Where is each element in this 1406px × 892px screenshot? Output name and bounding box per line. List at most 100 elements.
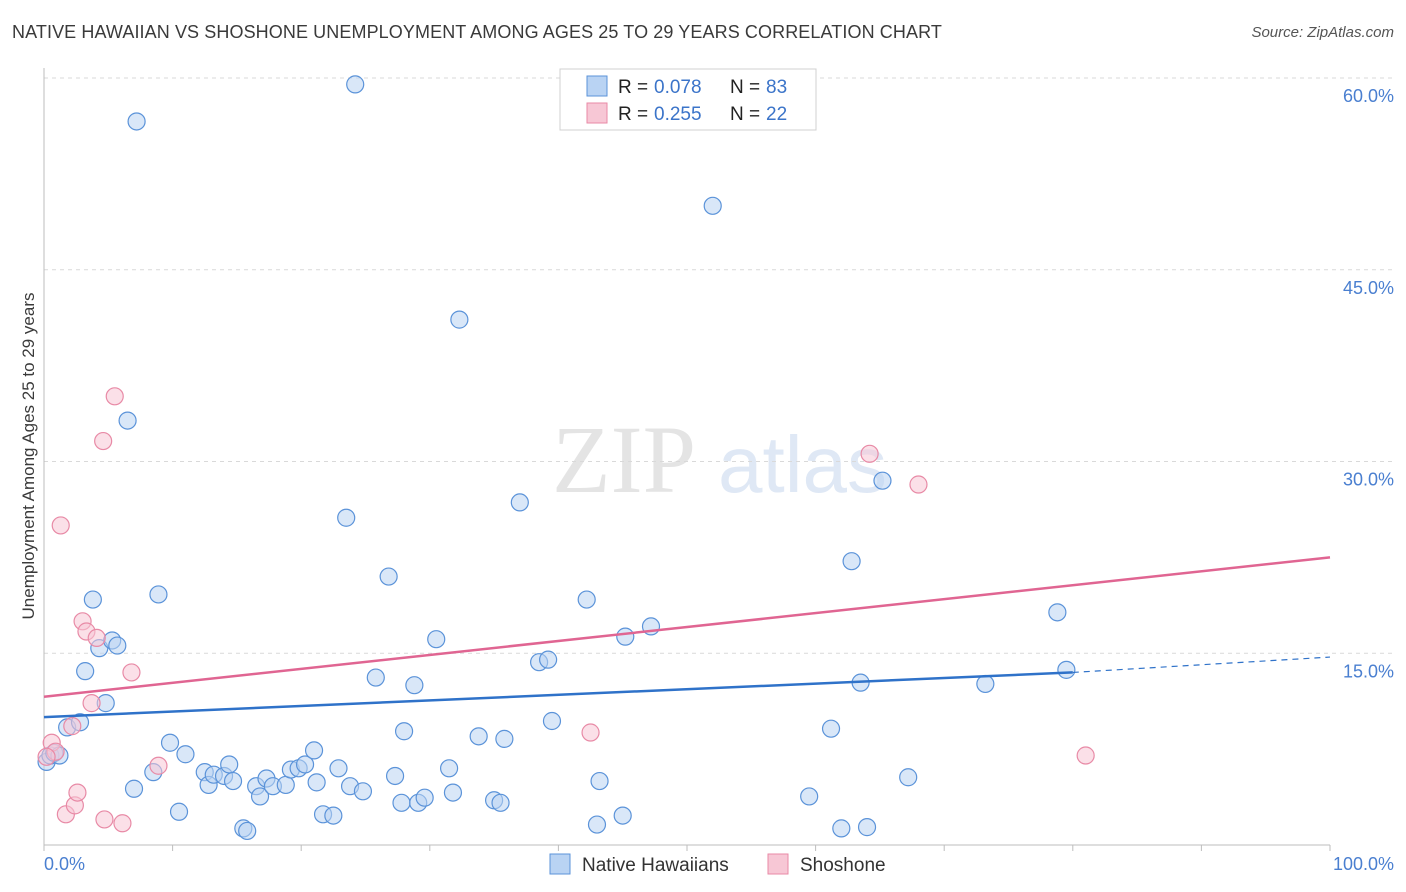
native-hawaiians-point-61 [510,493,529,512]
native-hawaiians-point-19 [176,745,195,764]
legend-n-label-shoshone: N = [730,104,760,125]
x-tick-label-1: 100.0% [1333,854,1394,874]
native-hawaiians-point-11 [108,636,127,655]
native-hawaiians-point-63 [539,650,558,669]
native-hawaiians-point-66 [587,815,607,834]
legend-n-label-native: N = [730,77,760,98]
watermark-zip: ZIP [552,406,696,513]
native-hawaiians-point-6 [76,662,95,681]
native-hawaiians-point-65 [577,590,596,609]
native-hawaiians-point-25 [223,771,243,791]
y-tick-label-0: 15.0% [1343,661,1394,681]
chart-title: NATIVE HAWAIIAN VS SHOSHONE UNEMPLOYMENT… [12,22,942,42]
native-hawaiians-point-27 [238,821,257,841]
native-hawaiians-point-71 [703,196,722,215]
y-tick-labels: 15.0% 30.0% 45.0% 60.0% [1343,86,1394,681]
native-hawaiians-point-75 [842,552,861,571]
native-hawaiians-point-55 [443,783,463,802]
native-hawaiians-point-67 [590,771,609,791]
y-tick-label-3: 60.0% [1343,86,1394,106]
shoshone-trend-line [43,556,1331,698]
native-hawaiians-point-12 [118,411,137,430]
native-hawaiians-point-13 [127,112,146,131]
legend-r-label-shoshone: R = [618,104,648,125]
native-hawaiians-point-48 [392,793,411,812]
legend-r-label-native: R = [618,77,648,98]
native-hawaiians-point-18 [169,802,189,821]
x-tick-label-0: 0.0% [44,854,85,874]
native-hawaiians-point-56 [450,310,469,329]
shoshone-point-13 [105,387,124,406]
shoshone-point-2 [51,516,70,535]
shoshone-point-9 [82,694,101,713]
shoshone-point-11 [94,431,113,451]
shoshone-point-20 [1076,746,1095,765]
watermark-atlas: atlas [718,420,887,509]
native-hawaiians-point-16 [149,585,168,604]
bottom-legend: Native Hawaiians Shoshone [549,853,886,876]
legend-r-value-native: 0.078 [654,77,702,98]
shoshone-point-16 [149,756,168,775]
x-tick-marks [43,845,1331,851]
native-hawaiians-point-43 [346,75,365,94]
native-hawaiians-point-24 [220,755,239,774]
native-hawaiians-point-74 [832,819,851,838]
shoshone-point-10 [87,628,106,648]
native-hawaiians-point-78 [873,471,892,490]
native-hawaiians-point-73 [821,719,841,738]
native-hawaiians-point-35 [295,755,315,774]
native-hawaiians-point-17 [160,733,180,752]
x-tick-labels: 0.0% 100.0% [44,854,1394,874]
shoshone-point-19 [909,475,928,494]
native-hawaiians-point-29 [250,787,270,806]
legend-n-value-shoshone: 22 [766,104,787,125]
native-hawaiians-point-52 [415,788,434,807]
bottom-legend-swatch-shoshone [767,853,789,875]
shoshone-point-17 [581,723,600,742]
native-hawaiians-point-81 [1048,603,1067,622]
native-hawaiians-point-46 [379,567,398,586]
native-hawaiians-point-57 [469,727,488,746]
native-hawaiians-point-69 [616,627,635,646]
native-hawaiians-point-44 [353,782,373,801]
native-hawaiians-point-50 [405,676,424,695]
legend-n-value-native: 83 [766,77,787,98]
shoshone-point-21 [37,747,56,766]
native-hawaiians-point-47 [385,766,405,786]
top-legend: R = 0.078 N = 83 R = 0.255 N = 22 [559,68,817,131]
y-axis-title: Unemployment Among Ages 25 to 29 years [19,293,38,620]
shoshone-point-6 [68,783,87,802]
native-hawaiians-point-64 [542,711,562,731]
native-hawaiians-point-40 [329,759,348,778]
native-hawaiians-point-80 [976,674,995,694]
native-hawaiians-point-14 [124,779,144,798]
native-hawaiians-point-68 [613,806,632,825]
native-hawaiians-point-36 [304,741,324,760]
trend-lines [43,556,1331,719]
native-hawaiians-point-54 [439,759,459,778]
native-hawaiians-point-53 [427,630,446,649]
bottom-legend-swatch-native [549,853,571,875]
native-hawaiians-point-77 [857,818,877,837]
native-hawaiians-point-72 [800,787,819,806]
bottom-legend-label-native: Native Hawaiians [582,855,729,876]
native-hawaiians-point-39 [324,806,343,825]
native-hawaiians-point-60 [495,729,514,748]
legend-r-value-shoshone: 0.255 [654,104,702,125]
native-hawaiians-point-7 [83,590,102,609]
native-hawaiians-point-49 [394,722,414,741]
shoshone-point-15 [122,663,141,682]
native-hawaiians-point-41 [337,508,356,527]
chart-source: Source: ZipAtlas.com [1251,24,1394,41]
shoshone-point-12 [95,810,114,829]
native-hawaiians-point-37 [307,773,326,792]
legend-swatch-shoshone [586,102,608,124]
y-tick-label-2: 45.0% [1343,278,1394,298]
native-hawaiians-trend-extension [1072,656,1331,674]
native-hawaiians-point-79 [899,768,918,787]
shoshone-point-4 [63,717,82,736]
native-hawaiians-point-82 [1057,660,1076,679]
grid-layer [44,77,1395,654]
shoshone-point-14 [113,814,132,833]
